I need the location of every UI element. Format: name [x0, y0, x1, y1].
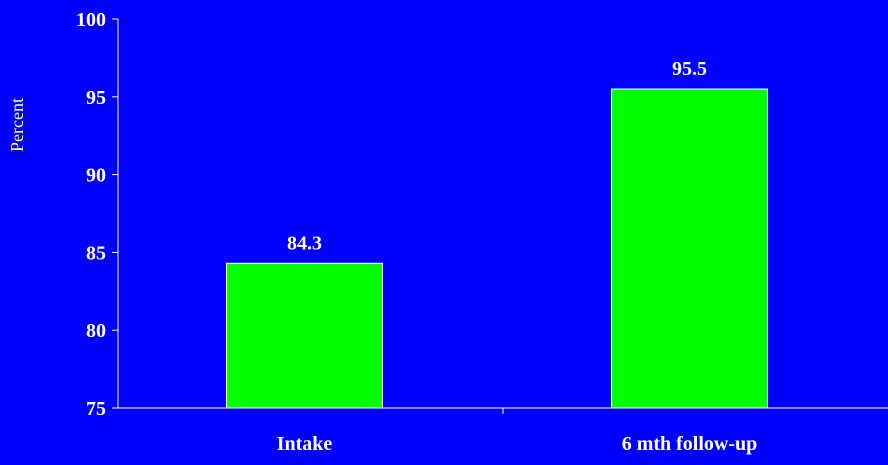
category-label: Intake: [277, 433, 333, 455]
labels: 75 80 85 90 95 100 84.3 Intake 95.5 6 mth follow-…: [76, 9, 757, 455]
y-axis-title: Percent: [7, 98, 27, 152]
data-label: 95.5: [672, 58, 707, 80]
bar: [226, 262, 383, 409]
y-tick-label: 80: [86, 320, 106, 342]
y-tick-label: 85: [86, 242, 106, 264]
bars: [226, 88, 768, 409]
category-label: 6 mth follow-up: [622, 433, 758, 455]
data-label: 84.3: [287, 232, 322, 254]
y-tick-label: 90: [86, 165, 106, 187]
bar: [611, 88, 768, 409]
y-tick-label: 95: [86, 87, 106, 109]
y-tick-label: 75: [86, 398, 106, 420]
y-tick-label: 100: [76, 9, 106, 31]
